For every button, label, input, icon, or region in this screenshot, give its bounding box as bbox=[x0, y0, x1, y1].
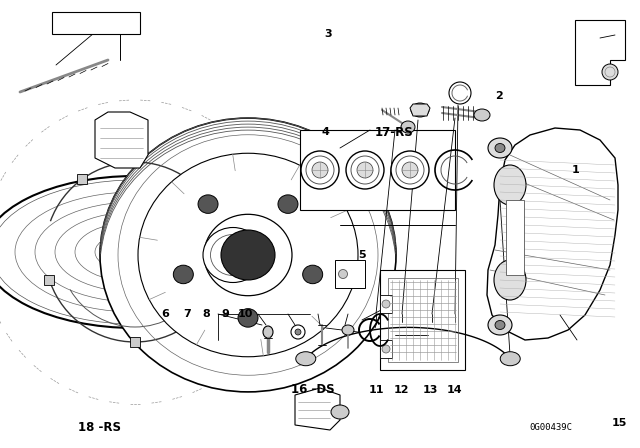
Text: 2: 2 bbox=[495, 91, 503, 101]
Ellipse shape bbox=[500, 352, 520, 366]
Text: 14: 14 bbox=[447, 385, 462, 395]
Ellipse shape bbox=[173, 265, 193, 284]
Ellipse shape bbox=[382, 345, 390, 353]
Text: 1: 1 bbox=[572, 165, 580, 175]
Ellipse shape bbox=[488, 138, 512, 158]
Text: 17-RS: 17-RS bbox=[374, 125, 413, 139]
Ellipse shape bbox=[351, 156, 379, 184]
Text: 0G00439C: 0G00439C bbox=[529, 423, 572, 432]
Ellipse shape bbox=[346, 151, 384, 189]
Text: 9: 9 bbox=[221, 309, 229, 319]
Ellipse shape bbox=[495, 143, 505, 152]
Text: 16 -DS: 16 -DS bbox=[291, 383, 334, 396]
Text: 4: 4 bbox=[321, 127, 329, 137]
Ellipse shape bbox=[339, 270, 348, 279]
Text: 18 -RS: 18 -RS bbox=[77, 421, 121, 435]
Ellipse shape bbox=[488, 315, 512, 335]
Ellipse shape bbox=[203, 228, 263, 283]
Ellipse shape bbox=[295, 329, 301, 335]
FancyBboxPatch shape bbox=[300, 130, 455, 210]
Text: 10: 10 bbox=[238, 309, 253, 319]
Ellipse shape bbox=[278, 195, 298, 213]
Ellipse shape bbox=[342, 325, 354, 335]
Ellipse shape bbox=[303, 265, 323, 284]
Ellipse shape bbox=[382, 300, 390, 308]
Ellipse shape bbox=[411, 103, 429, 117]
Ellipse shape bbox=[494, 260, 526, 300]
Ellipse shape bbox=[474, 109, 490, 121]
FancyBboxPatch shape bbox=[380, 295, 392, 313]
Ellipse shape bbox=[198, 195, 218, 213]
FancyBboxPatch shape bbox=[44, 275, 54, 285]
Text: 15: 15 bbox=[612, 418, 627, 428]
Text: 13: 13 bbox=[422, 385, 438, 395]
Polygon shape bbox=[95, 112, 148, 168]
Ellipse shape bbox=[402, 162, 418, 178]
Text: 12: 12 bbox=[394, 385, 410, 395]
FancyBboxPatch shape bbox=[130, 337, 140, 347]
Ellipse shape bbox=[301, 151, 339, 189]
FancyBboxPatch shape bbox=[77, 174, 87, 184]
Ellipse shape bbox=[449, 82, 471, 104]
Ellipse shape bbox=[391, 151, 429, 189]
Ellipse shape bbox=[357, 162, 373, 178]
Ellipse shape bbox=[296, 352, 316, 366]
FancyBboxPatch shape bbox=[216, 275, 225, 285]
Ellipse shape bbox=[138, 153, 358, 357]
FancyBboxPatch shape bbox=[380, 340, 392, 358]
Ellipse shape bbox=[602, 64, 618, 80]
Text: 6: 6 bbox=[161, 309, 169, 319]
FancyBboxPatch shape bbox=[183, 174, 193, 184]
Text: 5: 5 bbox=[358, 250, 365, 260]
FancyBboxPatch shape bbox=[380, 270, 465, 370]
Polygon shape bbox=[410, 104, 430, 116]
Ellipse shape bbox=[100, 118, 396, 392]
Polygon shape bbox=[487, 128, 618, 340]
Polygon shape bbox=[295, 388, 340, 430]
Polygon shape bbox=[575, 20, 625, 85]
Ellipse shape bbox=[306, 156, 334, 184]
Ellipse shape bbox=[211, 234, 255, 276]
Ellipse shape bbox=[312, 162, 328, 178]
Text: 7: 7 bbox=[183, 309, 191, 319]
Text: 11: 11 bbox=[369, 385, 384, 395]
Ellipse shape bbox=[204, 214, 292, 296]
Text: 8: 8 bbox=[203, 309, 211, 319]
Ellipse shape bbox=[238, 309, 258, 327]
Ellipse shape bbox=[401, 121, 415, 133]
Ellipse shape bbox=[263, 326, 273, 338]
Ellipse shape bbox=[396, 156, 424, 184]
Ellipse shape bbox=[221, 230, 275, 280]
Ellipse shape bbox=[331, 405, 349, 419]
FancyBboxPatch shape bbox=[506, 200, 524, 275]
FancyBboxPatch shape bbox=[52, 12, 140, 34]
Ellipse shape bbox=[494, 165, 526, 205]
Text: 3: 3 bbox=[324, 29, 332, 39]
FancyBboxPatch shape bbox=[335, 260, 365, 288]
Ellipse shape bbox=[495, 320, 505, 329]
